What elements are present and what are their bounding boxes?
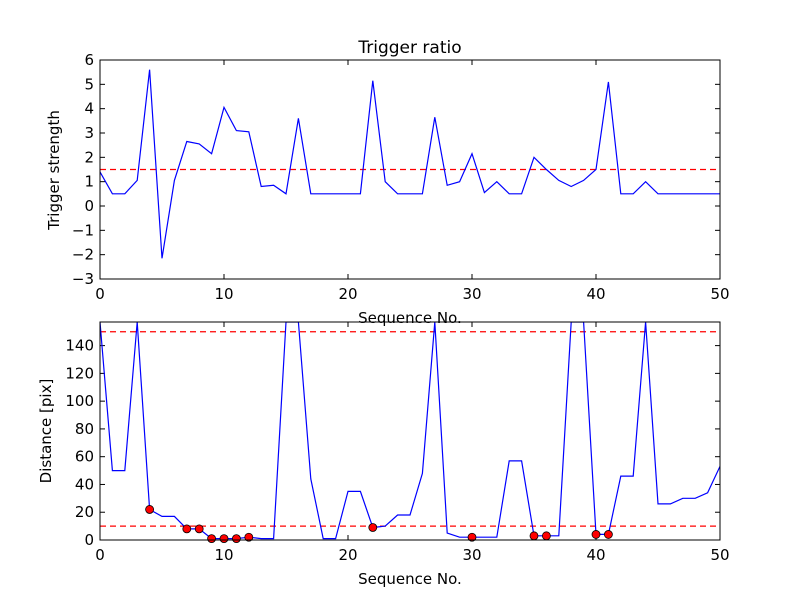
- series-line: [100, 322, 720, 540]
- y-tick-label: 60: [75, 448, 94, 466]
- x-tick-label: 10: [214, 285, 233, 303]
- data-point-marker: [368, 523, 378, 532]
- y-tick-label: 2: [84, 148, 94, 166]
- y-tick-label: 80: [75, 420, 94, 438]
- y-tick-label: 1: [84, 173, 94, 191]
- y-tick-label: 100: [65, 392, 94, 410]
- y-tick-label: 4: [84, 100, 94, 118]
- data-point-marker: [529, 531, 539, 541]
- distance-chart: Sequence No. Distance [pix] 0 10 20 30 40 500…: [37, 321, 730, 588]
- y-tick-label: 0: [84, 531, 94, 549]
- data-point-marker: [231, 534, 241, 544]
- y-tick-label: −2: [72, 246, 94, 264]
- axis-ticks: 0 10 20 30 40 50 0 20 40 60 80 100 120 140: [65, 322, 730, 564]
- x-tick-label: 30: [462, 546, 481, 564]
- y-tick-label: 140: [65, 337, 94, 355]
- axis-ticks: 0 10 20 30 40 50 −3 −2 −1 0 1 2 3 4 5 6: [72, 51, 730, 303]
- x-tick-label: 20: [338, 546, 357, 564]
- y-tick-label: −1: [72, 221, 94, 239]
- plot-area: [100, 322, 720, 544]
- x-tick-label: 20: [338, 285, 357, 303]
- x-tick-label: 50: [710, 285, 729, 303]
- plot-area: [100, 69, 720, 259]
- data-point-marker: [219, 534, 229, 544]
- y-tick-label: 0: [84, 197, 94, 215]
- y-axis-label: Distance [pix]: [37, 379, 55, 484]
- plot-frame: [99, 321, 721, 541]
- x-tick-label: 30: [462, 285, 481, 303]
- plot-frame: [99, 59, 721, 280]
- y-tick-label: 40: [75, 475, 94, 493]
- x-tick-label: 0: [95, 546, 105, 564]
- x-tick-label: 50: [710, 546, 729, 564]
- x-axis-label: Sequence No.: [358, 570, 462, 588]
- data-point-marker: [542, 531, 551, 541]
- x-tick-label: 40: [586, 285, 605, 303]
- data-point-marker: [467, 532, 477, 542]
- data-point-marker: [207, 534, 217, 544]
- data-point-marker: [244, 532, 254, 542]
- data-point-marker: [145, 505, 155, 514]
- x-tick-label: 10: [214, 546, 233, 564]
- data-point-marker: [604, 530, 613, 539]
- x-tick-label: 0: [95, 285, 105, 303]
- y-tick-label: 20: [75, 503, 94, 521]
- y-tick-label: 5: [84, 75, 94, 93]
- y-tick-label: 120: [65, 364, 94, 382]
- y-tick-label: 6: [84, 51, 94, 69]
- x-tick-label: 40: [586, 546, 605, 564]
- data-point-marker: [182, 524, 192, 534]
- y-tick-label: −3: [72, 270, 94, 288]
- series-line: [100, 69, 720, 259]
- y-axis-label: Trigger strength: [45, 110, 63, 231]
- chart-title: Trigger ratio: [357, 38, 461, 58]
- data-point-marker: [591, 530, 601, 539]
- y-tick-label: 3: [84, 124, 94, 142]
- data-point-marker: [194, 524, 204, 534]
- trigger-ratio-chart: Trigger ratio Sequence No. Trigger stren…: [45, 38, 730, 327]
- x-axis-label: Sequence No.: [358, 309, 462, 327]
